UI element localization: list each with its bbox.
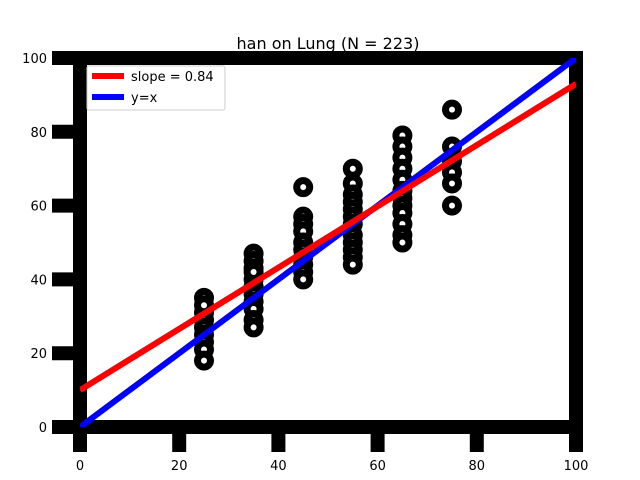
data-point (342, 254, 363, 275)
y-tick-label: 100 (22, 52, 47, 67)
data-point (442, 99, 462, 120)
regression-line (80, 81, 576, 393)
x-tick-label: 80 (469, 459, 486, 474)
data-point (194, 350, 214, 371)
y-tick-label: 80 (30, 126, 47, 141)
legend-label-regression: slope = 0.84 (131, 70, 214, 85)
data-point (243, 262, 264, 283)
y-tick-label: 0 (39, 421, 47, 436)
series-lines (80, 58, 576, 427)
legend-label-identity: y=x (131, 91, 158, 106)
x-tick-label: 20 (171, 459, 188, 474)
x-tick-label: 40 (270, 459, 287, 474)
y-tick-label: 40 (30, 273, 47, 288)
legend: slope = 0.84 y=x (86, 65, 226, 111)
data-point (342, 158, 363, 179)
data-point (293, 177, 314, 198)
x-tick-label: 0 (76, 459, 84, 474)
plot-frame (73, 51, 583, 434)
data-point (442, 173, 462, 194)
data-point (243, 317, 264, 338)
axes: 0 20 40 60 80 100 0 20 40 60 80 100 (22, 51, 589, 474)
y-tick-label: 20 (30, 347, 47, 362)
data-point (392, 232, 413, 253)
data-point (442, 195, 462, 216)
identity-line (80, 58, 576, 427)
x-tick-label: 100 (564, 459, 589, 474)
y-tick-label: 60 (30, 200, 47, 215)
chart-title: han on Lung (N = 223) (237, 34, 420, 53)
data-point (293, 269, 314, 290)
x-tick-label: 60 (369, 459, 386, 474)
